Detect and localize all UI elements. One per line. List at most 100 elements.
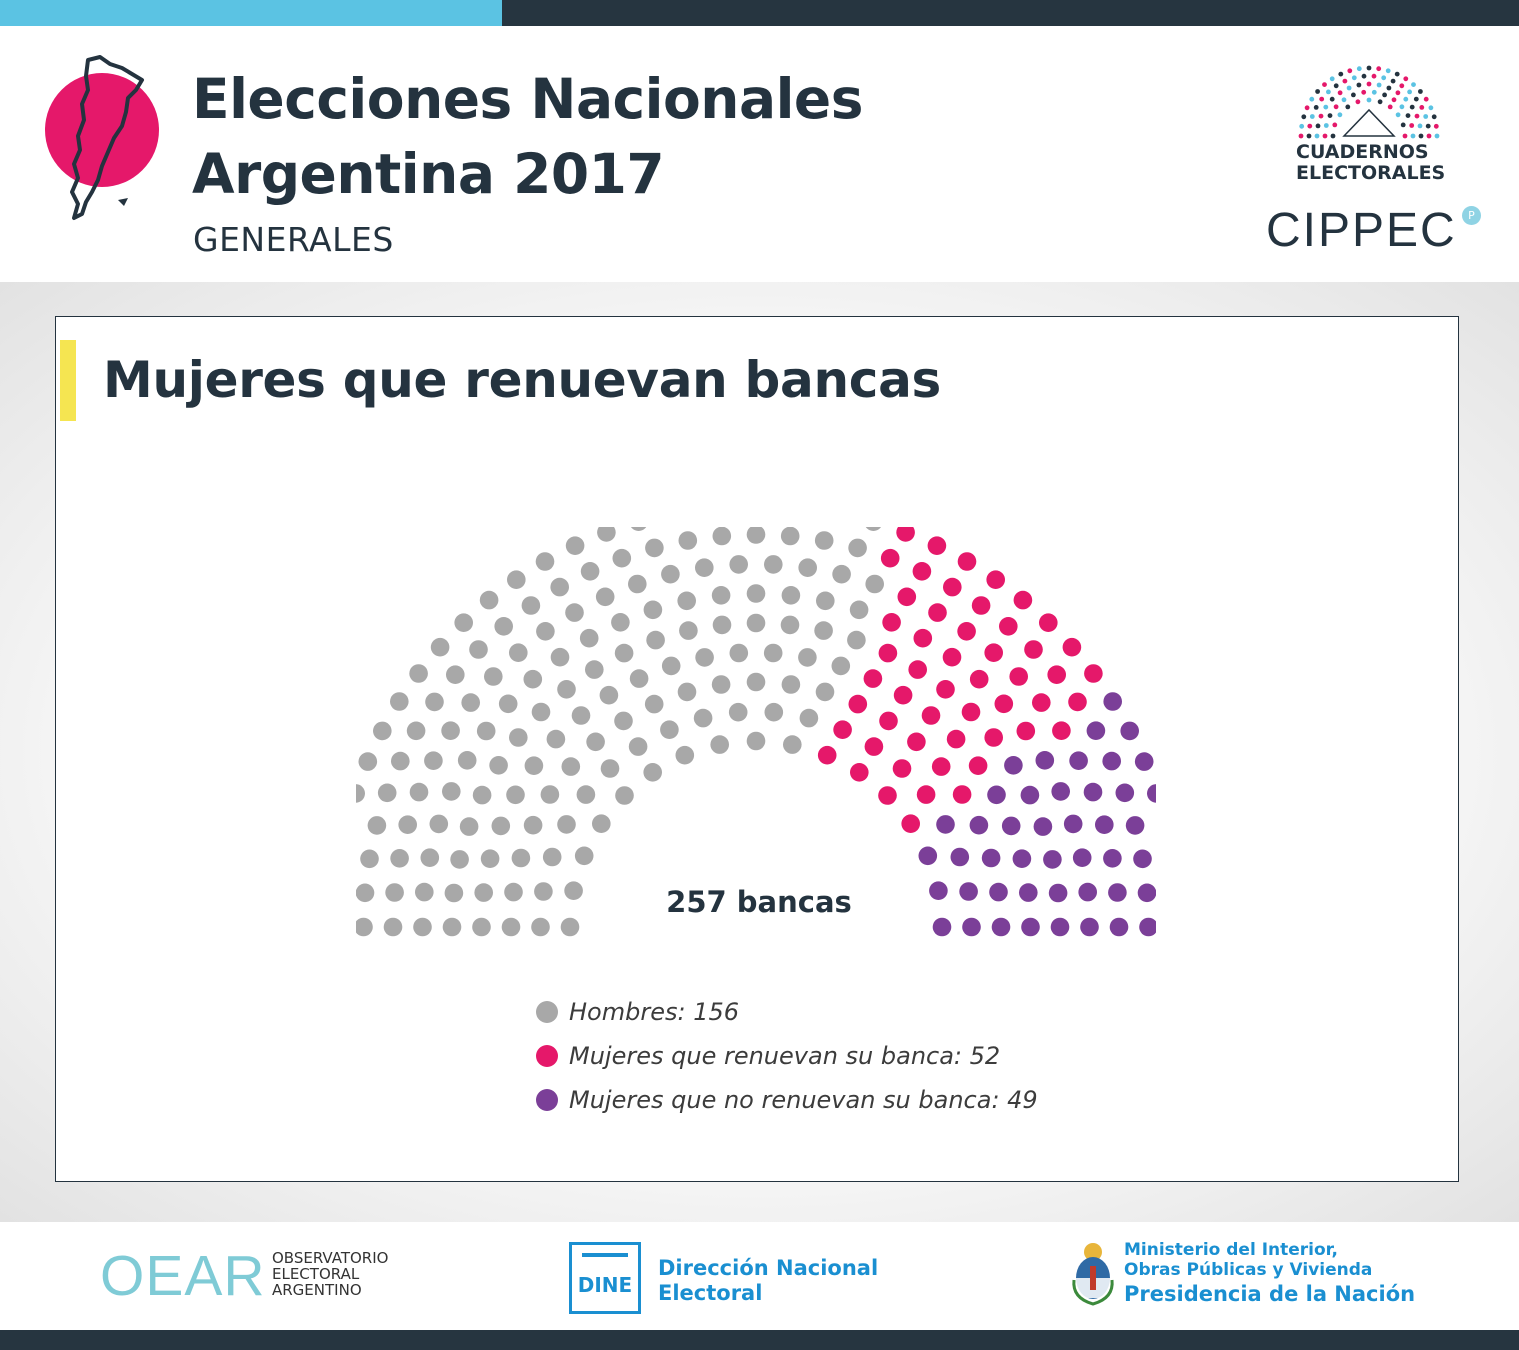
seat-hombres (628, 574, 647, 594)
seat-renuevan (1032, 693, 1051, 712)
legend-dot-hombres (536, 1001, 558, 1023)
seat-no-renuevan (962, 917, 981, 937)
seat-hombres (535, 552, 555, 571)
seat-no-renuevan (1063, 814, 1083, 834)
seat-hombres (865, 574, 884, 594)
brand-line-1: CUADERNOS (1296, 141, 1429, 163)
logo-dot (1329, 76, 1335, 82)
seat-hombres (712, 527, 732, 546)
seat-no-renuevan (936, 815, 955, 834)
seat-hombres (424, 751, 443, 770)
seat-no-renuevan (1086, 721, 1106, 740)
logo-dot (1313, 105, 1319, 110)
logo-dot (1387, 104, 1393, 110)
logo-ballot-shape (1342, 108, 1396, 137)
logo-dot (1409, 104, 1415, 110)
seat-renuevan (931, 757, 951, 776)
logo-dot (1306, 133, 1312, 139)
seat-hombres (574, 846, 594, 866)
seat-renuevan (863, 669, 883, 688)
logo-dot (1377, 99, 1383, 105)
seat-no-renuevan (1021, 917, 1040, 937)
seat-no-renuevan (1035, 751, 1055, 770)
dine-line-1: Dirección Nacional (658, 1256, 879, 1280)
seat-renuevan (957, 552, 977, 571)
logo-dot (1402, 133, 1408, 139)
seat-no-renuevan (969, 815, 989, 835)
logo-dot (1356, 66, 1362, 72)
seat-hombres (781, 586, 801, 605)
seat-hombres (848, 538, 867, 558)
legend-dot-no-renuevan (536, 1089, 558, 1111)
seat-hombres (629, 669, 649, 688)
logo-dot (1434, 133, 1440, 139)
seat-no-renuevan (1004, 756, 1023, 775)
seat-no-renuevan (950, 847, 970, 867)
seat-hombres (611, 613, 630, 632)
seat-hombres (815, 682, 835, 702)
seat-hombres (457, 751, 477, 770)
seat-hombres (472, 917, 491, 937)
seat-hombres (675, 745, 695, 765)
seat-hombres (501, 917, 521, 937)
seat-renuevan (946, 729, 966, 749)
seat-hombres (677, 591, 696, 611)
logo-dot (1351, 75, 1357, 81)
logo-dot (1361, 73, 1367, 79)
oear-name: OBSERVATORIO ELECTORAL ARGENTINO (272, 1250, 388, 1298)
logo-dot (1326, 89, 1331, 95)
seat-hombres (531, 917, 550, 937)
seat-no-renuevan (918, 846, 938, 866)
legend-dot-renuevan (536, 1045, 558, 1067)
seat-renuevan (969, 669, 989, 689)
seat-renuevan (1052, 721, 1071, 740)
seat-no-renuevan (1083, 782, 1103, 802)
seat-hombres (646, 630, 665, 650)
seat-renuevan (817, 745, 837, 765)
seat-renuevan (1062, 637, 1082, 657)
seat-hombres (511, 848, 531, 868)
logo-dot (1395, 90, 1401, 96)
seat-renuevan (928, 603, 947, 622)
logo-dot (1411, 82, 1416, 87)
seat-hombres (565, 536, 585, 555)
seat-hombres (644, 694, 664, 714)
logo-dot (1314, 133, 1320, 139)
seat-renuevan (901, 814, 920, 833)
seat-no-renuevan (991, 917, 1011, 937)
legend-label-hombres: Hombres: 156 (569, 998, 740, 1026)
seat-hombres (849, 600, 869, 620)
seat-hombres (712, 615, 732, 635)
seat-no-renuevan (1103, 692, 1122, 711)
seat-renuevan (1084, 664, 1103, 683)
logo-dot (1330, 133, 1336, 139)
seat-no-renuevan (1020, 785, 1040, 805)
seat-no-renuevan (981, 848, 1001, 868)
seat-no-renuevan (1051, 782, 1070, 801)
logo-dot (1381, 75, 1387, 81)
title-line-2: Argentina 2017 (192, 142, 665, 206)
seat-renuevan (1009, 667, 1028, 686)
seat-hombres (630, 527, 647, 531)
seat-hombres (695, 558, 714, 577)
logo-dot (1351, 92, 1356, 98)
seat-renuevan (936, 680, 955, 699)
logo-dot (1423, 114, 1429, 119)
seat-no-renuevan (1033, 817, 1053, 836)
seat-hombres (523, 669, 543, 689)
seat-hombres (504, 882, 523, 902)
logo-dot (1342, 78, 1348, 84)
logo-dot (1386, 85, 1392, 91)
logo-dot (1329, 96, 1335, 102)
seat-renuevan (864, 737, 884, 756)
seat-hombres (746, 527, 766, 544)
seat-hombres (746, 584, 766, 603)
logo-dot (1332, 122, 1338, 128)
seat-renuevan (984, 643, 1003, 662)
logo-dot (1417, 123, 1423, 129)
seat-hombres (489, 756, 508, 775)
seat-hombres (660, 720, 679, 739)
cippec-badge-icon: P (1462, 206, 1481, 225)
seat-no-renuevan (1147, 784, 1156, 803)
logo-dot (1419, 105, 1425, 110)
